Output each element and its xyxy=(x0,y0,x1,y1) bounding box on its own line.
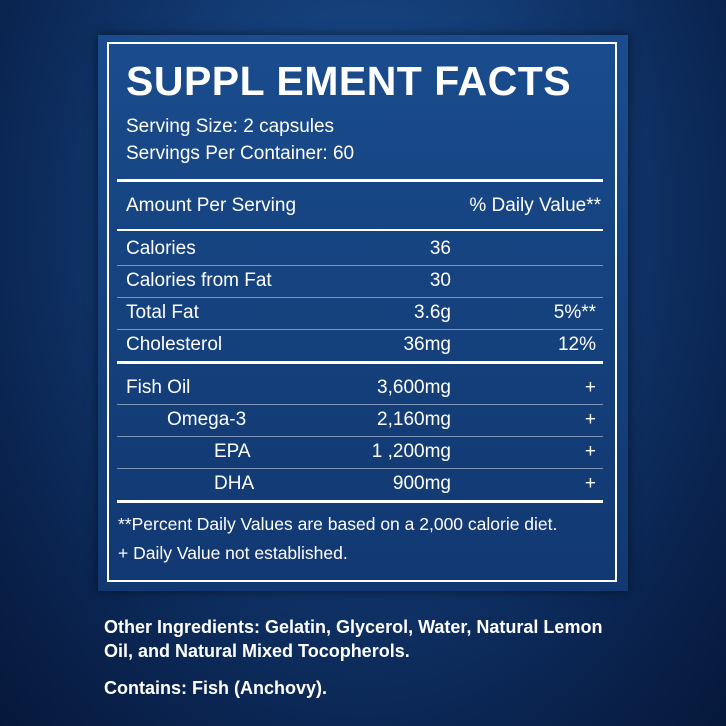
nutrient-name: EPA xyxy=(214,441,251,462)
amount: 30 xyxy=(429,270,451,291)
footnote: + Daily Value not established. xyxy=(118,543,348,563)
label-panel xyxy=(98,35,628,591)
title: SUPPL EMENT FACTS xyxy=(126,58,572,104)
daily-value: + xyxy=(584,473,596,494)
row-divider xyxy=(117,329,603,330)
amount: 2,160mg xyxy=(377,409,451,430)
contains: Contains: Fish (Anchovy). xyxy=(104,678,328,698)
nutrient-name: Fish Oil xyxy=(126,377,191,398)
nutrient-name: Total Fat xyxy=(126,302,199,323)
section-divider xyxy=(117,500,603,503)
row-divider xyxy=(117,404,603,405)
amount: 900mg xyxy=(392,473,451,494)
row-divider xyxy=(117,436,603,437)
amount: 36 xyxy=(429,238,451,259)
row-divider xyxy=(117,468,603,469)
servings-per-container: Servings Per Container: 60 xyxy=(126,143,355,164)
daily-value: + xyxy=(584,441,596,462)
section-divider xyxy=(117,361,603,364)
nutrient-name: Calories from Fat xyxy=(126,270,272,291)
daily-value: + xyxy=(584,409,596,430)
amount: 3,600mg xyxy=(377,377,451,398)
divider xyxy=(117,179,603,182)
amount: 1 ,200mg xyxy=(371,441,451,462)
header-amount: Amount Per Serving xyxy=(126,195,297,216)
label-border xyxy=(107,42,617,582)
header-daily-value: % Daily Value** xyxy=(469,195,601,216)
divider xyxy=(117,229,603,231)
nutrient-name: Cholesterol xyxy=(126,334,223,355)
daily-value: 12% xyxy=(557,334,596,355)
row-divider xyxy=(117,297,603,298)
footnote: **Percent Daily Values are based on a 2,… xyxy=(118,514,558,534)
daily-value: 5%** xyxy=(553,302,596,323)
amount: 3.6g xyxy=(414,302,451,323)
row-divider xyxy=(117,265,603,266)
nutrient-name: Omega-3 xyxy=(167,409,247,430)
serving-size: Serving Size: 2 capsules xyxy=(126,116,335,137)
daily-value: + xyxy=(584,377,596,398)
nutrient-name: DHA xyxy=(214,473,255,494)
other-ingredients: Other Ingredients: Gelatin, Glycerol, Wa… xyxy=(104,617,603,661)
amount: 36mg xyxy=(403,334,451,355)
nutrient-name: Calories xyxy=(126,238,196,259)
